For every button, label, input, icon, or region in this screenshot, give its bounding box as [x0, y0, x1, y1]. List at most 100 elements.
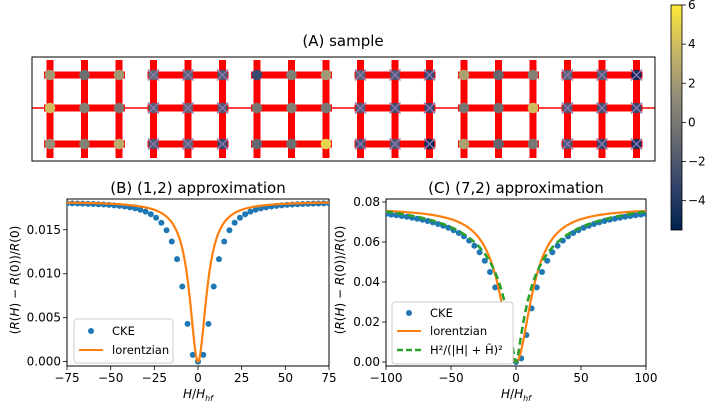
- lattice-node: [320, 102, 332, 114]
- cke-point: [236, 214, 243, 221]
- legend-cke-marker: [88, 328, 94, 334]
- cke-point: [200, 351, 207, 358]
- panel-b-ylabel: (R(H) − R(0))/R(0): [8, 226, 22, 335]
- x-tick-label: 0: [512, 371, 520, 385]
- cke-point: [210, 283, 217, 290]
- cke-point: [622, 213, 629, 220]
- x-tick-label: −50: [98, 371, 123, 385]
- lattice-node: [44, 138, 56, 150]
- lattice-cross: [147, 138, 160, 150]
- x-tick-label: 50: [573, 371, 588, 385]
- lattice-node: [113, 138, 125, 150]
- lattice-node: [458, 69, 470, 81]
- lattice-node: [79, 138, 90, 150]
- panel-b-legend: CKE lorentzian: [73, 318, 174, 364]
- colorbar-tick-label: 0: [688, 115, 696, 129]
- lattice-node: [320, 138, 332, 150]
- lattice-cross: [561, 102, 574, 114]
- panel-c-title: (C) (7,2) approximation: [428, 179, 604, 197]
- cke-point: [554, 242, 561, 249]
- lattice-cross: [147, 69, 160, 81]
- lattice-cross: [630, 102, 643, 114]
- legend-cke-label-c: CKE: [430, 306, 453, 320]
- panel-a-frame: [31, 56, 656, 162]
- lattice-node: [251, 69, 263, 81]
- lattice-node: [493, 138, 504, 150]
- lattice-cross: [354, 69, 367, 81]
- x-tick-label: −50: [438, 371, 463, 385]
- lattice-cross: [216, 138, 229, 150]
- y-tick-label: 0.00: [353, 355, 380, 369]
- cke-point: [539, 269, 545, 275]
- legend-cke-label: CKE: [112, 324, 135, 338]
- lattice-node: [251, 102, 263, 114]
- lattice-cross: [389, 138, 401, 150]
- cke-point: [163, 227, 170, 234]
- lattice-cross: [182, 69, 194, 81]
- lattice-node: [79, 102, 90, 114]
- lattice-cross: [423, 69, 436, 81]
- svg-text:(R(H) − R(0))/R(0): (R(H) − R(0))/R(0): [333, 226, 347, 335]
- cke-point: [184, 320, 191, 327]
- cke-point: [174, 256, 181, 263]
- x-tick-label: 50: [278, 371, 293, 385]
- legend-lorentzian-label-c: lorentzian: [430, 324, 487, 338]
- lattice-cross: [630, 69, 643, 81]
- lattice-node: [113, 69, 125, 81]
- panel-c-ylabel: (R(H) − R(0))/R(0): [333, 226, 347, 335]
- panel-b-xlabel: H/Hhf: [183, 387, 214, 403]
- lattice-cross: [596, 69, 608, 81]
- y-tick-label: 0.04: [353, 275, 380, 289]
- lattice-node: [320, 69, 332, 81]
- cke-point: [231, 219, 238, 226]
- y-tick-label: 0.005: [27, 311, 61, 325]
- colorbar-tick-label: 6: [688, 0, 696, 12]
- cke-point: [252, 206, 259, 213]
- cke-point: [247, 208, 254, 215]
- lattice-node: [527, 102, 539, 114]
- cke-point: [215, 256, 222, 263]
- cke-point: [189, 351, 196, 358]
- x-tick-label: 100: [635, 371, 658, 385]
- y-tick-label: 0.08: [353, 195, 380, 209]
- cke-point: [142, 208, 149, 215]
- panel-a-lattice: [32, 60, 655, 158]
- cke-point: [168, 238, 175, 245]
- lattice-cross: [561, 69, 574, 81]
- x-tick-label: −100: [370, 371, 403, 385]
- lattice-node: [286, 102, 297, 114]
- lattice-cross: [354, 138, 367, 150]
- lattice-node: [44, 69, 56, 81]
- panel-c-legend: CKE lorentzian H²/(|H| + H̃)²: [391, 301, 514, 365]
- y-tick-label: 0.06: [353, 235, 380, 249]
- lattice-cross: [354, 102, 367, 114]
- lattice-cross: [182, 138, 194, 150]
- lattice-cross: [182, 102, 194, 114]
- x-tick-label: 25: [234, 371, 249, 385]
- lattice-node: [286, 69, 297, 81]
- cke-point: [544, 257, 551, 264]
- colorbar: [670, 4, 683, 231]
- legend-cke-marker-c: [406, 310, 412, 316]
- panel-c-xlabel: H/Hhf: [501, 387, 532, 403]
- colorbar-tick-label: 4: [688, 37, 696, 51]
- lattice-cross: [147, 102, 160, 114]
- cke-point: [137, 206, 144, 213]
- cke-point: [153, 214, 160, 221]
- cke-point: [158, 219, 165, 226]
- cke-point: [481, 257, 488, 264]
- lattice-cross: [389, 69, 401, 81]
- panel-a-title: (A) sample: [302, 32, 383, 50]
- lattice-node: [251, 138, 263, 150]
- cke-point: [632, 212, 639, 219]
- x-tick-label: −25: [142, 371, 167, 385]
- lattice-node: [493, 69, 504, 81]
- plot-area: [67, 200, 329, 365]
- cke-point: [492, 284, 499, 291]
- lattice-cross: [596, 102, 608, 114]
- cke-point: [435, 221, 441, 227]
- panel-b-title: (B) (1,2) approximation: [110, 179, 285, 197]
- lattice-cross: [423, 138, 436, 150]
- colorbar-tick-label: −2: [688, 155, 706, 169]
